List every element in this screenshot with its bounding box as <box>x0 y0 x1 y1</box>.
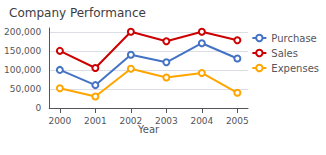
svg-text:Sales: Sales <box>271 48 298 59</box>
svg-text:Purchase: Purchase <box>271 33 316 44</box>
svg-text:100,000: 100,000 <box>4 65 41 75</box>
svg-text:Expenses: Expenses <box>271 63 319 74</box>
svg-text:2001: 2001 <box>84 116 107 126</box>
svg-text:200,000: 200,000 <box>4 27 41 37</box>
svg-text:2004: 2004 <box>190 116 213 126</box>
svg-text:50,000: 50,000 <box>10 84 42 94</box>
svg-text:2000: 2000 <box>48 116 71 126</box>
svg-text:2003: 2003 <box>155 116 178 126</box>
svg-text:150,000: 150,000 <box>4 46 41 56</box>
svg-text:Year: Year <box>138 123 160 135</box>
svg-text:Company Performance: Company Performance <box>9 6 146 20</box>
svg-text:2002: 2002 <box>119 116 142 126</box>
svg-text:0: 0 <box>35 103 41 113</box>
svg-text:2005: 2005 <box>226 116 249 126</box>
